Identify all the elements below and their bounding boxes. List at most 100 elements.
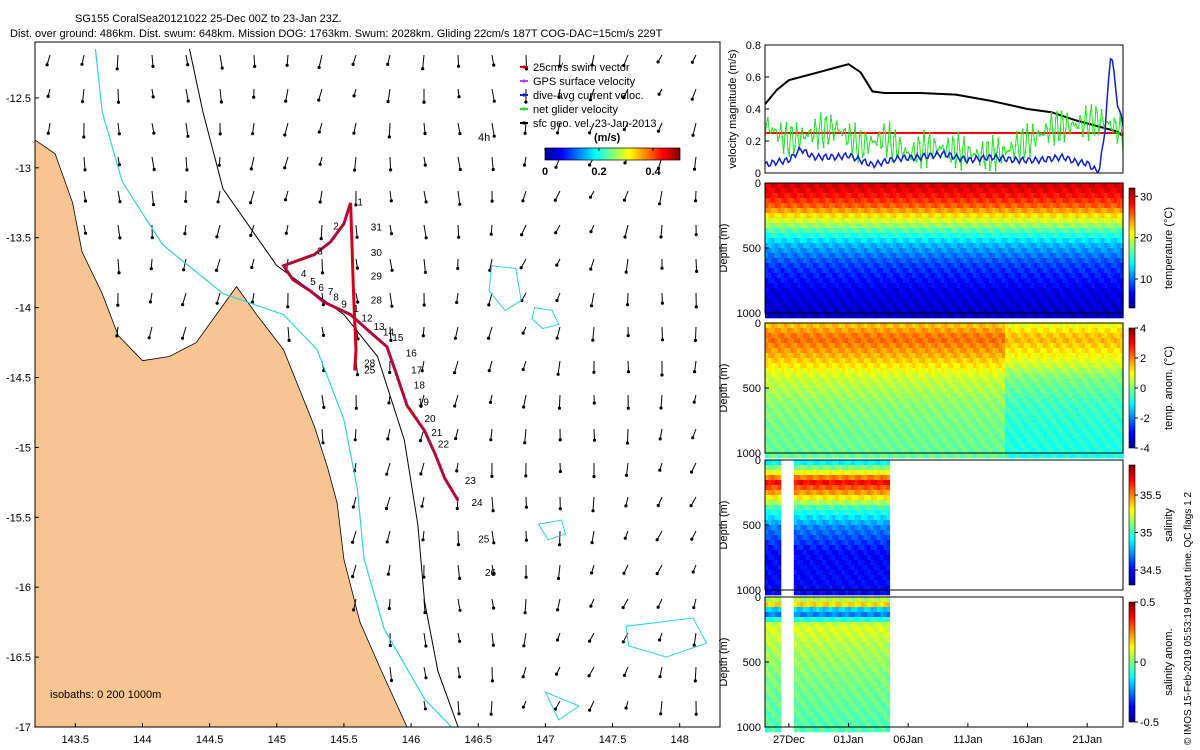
section-cell: [848, 448, 852, 454]
section-cell: [1094, 228, 1099, 234]
section-cell: [806, 253, 811, 259]
section-cell: [790, 213, 795, 219]
section-cell: [774, 408, 779, 414]
section-cell: [899, 188, 903, 194]
section-cell: [1014, 288, 1019, 294]
section-cell: [889, 283, 894, 289]
velocity-point: [920, 166, 922, 169]
section-cell: [825, 288, 830, 294]
section-cell: [835, 353, 839, 359]
current-arrow-head: [658, 675, 662, 679]
section-cell: [816, 293, 820, 299]
section-cell: [838, 413, 843, 419]
section-cell: [1120, 208, 1124, 214]
current-arrow: [491, 496, 494, 511]
section-cell: [768, 258, 772, 264]
velocity-point: [824, 118, 826, 120]
section-cell: [1069, 298, 1073, 304]
section-cell: [851, 313, 855, 319]
section-cell: [797, 443, 801, 449]
section-cell: [941, 288, 945, 294]
velocity-point: [1092, 132, 1094, 134]
section-cell: [1081, 308, 1086, 314]
section-cell: [931, 263, 935, 269]
section-cell: [873, 258, 878, 264]
section-cell: [819, 368, 823, 374]
section-cell: [797, 268, 801, 274]
section-cell: [781, 308, 785, 314]
section-cell: [969, 303, 974, 309]
section-cell: [1046, 268, 1051, 274]
section-cell: [937, 213, 942, 219]
map-x-tick-label: 148: [671, 734, 689, 746]
section-cell: [822, 198, 827, 204]
section-cell: [841, 283, 846, 289]
section-cell: [966, 183, 971, 189]
current-arrow: [389, 156, 392, 170]
section-cell: [1091, 213, 1095, 219]
current-arrow-head: [553, 198, 557, 202]
section-cell: [1017, 193, 1022, 199]
section-cell: [1088, 198, 1092, 204]
section-cell: [915, 263, 919, 269]
section-cell: [1021, 218, 1025, 224]
section-cell: [1075, 258, 1079, 264]
velocity-point: [1067, 125, 1070, 128]
section-cell: [973, 313, 977, 319]
section-cell: [909, 273, 913, 279]
section-cell: [873, 423, 878, 429]
section-cell: [886, 238, 891, 244]
section-cell: [813, 308, 817, 314]
current-arrow: [321, 428, 324, 443]
current-arrow-head: [81, 100, 85, 104]
section-cell: [784, 288, 788, 294]
section-cell: [953, 293, 958, 299]
section-cell: [1027, 313, 1031, 319]
section-cell: [1075, 213, 1079, 219]
section-cell: [854, 188, 859, 194]
section-cell: [925, 208, 929, 214]
section-cell: [841, 233, 846, 239]
section-cell: [1027, 243, 1031, 249]
section-cell: [864, 298, 868, 304]
section-cell: [1107, 268, 1111, 274]
section-cell: [841, 243, 846, 249]
section-cell: [841, 433, 846, 439]
section-cell: [963, 183, 967, 189]
current-arrow-head: [589, 304, 594, 308]
section-cell: [854, 228, 859, 234]
section-cell: [864, 333, 868, 339]
section-cell: [931, 188, 935, 194]
section-cell: [1030, 183, 1035, 189]
velocity-point: [967, 145, 970, 148]
velocity-point: [1009, 149, 1011, 152]
current-arrow-head: [286, 305, 290, 309]
section-cell: [777, 268, 782, 274]
section-cell: [781, 223, 785, 229]
section-cell: [790, 198, 795, 204]
section-cell: [1110, 313, 1115, 319]
section-cell: [784, 308, 788, 314]
section-cell: [774, 383, 779, 389]
section-cell: [1005, 278, 1009, 284]
section-cell: [800, 283, 804, 289]
section-cell: [934, 258, 939, 264]
section-cell: [854, 333, 859, 339]
section-cell: [870, 353, 875, 359]
section-cell: [1069, 258, 1073, 264]
section-cell: [1053, 198, 1057, 204]
section-cell: [841, 373, 846, 379]
section-cell: [819, 278, 823, 284]
section-cell: [787, 423, 791, 429]
section-cell: [947, 218, 951, 224]
section-cell: [800, 373, 804, 379]
section-cell: [953, 198, 958, 204]
section-cell: [1027, 263, 1031, 269]
section-cell: [925, 213, 929, 219]
velocity-point: [880, 147, 882, 149]
section-cell: [800, 293, 804, 299]
section-cell: [1085, 198, 1089, 204]
section-cell: [915, 288, 919, 294]
section-cell: [953, 223, 958, 229]
section-cell: [793, 288, 798, 294]
